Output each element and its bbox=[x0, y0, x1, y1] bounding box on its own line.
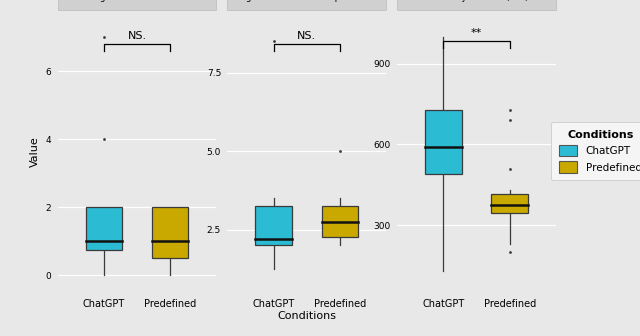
Bar bbox=[322, 206, 358, 238]
FancyBboxPatch shape bbox=[227, 0, 387, 10]
Bar bbox=[255, 206, 292, 245]
Legend: ChatGPT, Predefined: ChatGPT, Predefined bbox=[552, 122, 640, 180]
Text: **: ** bbox=[471, 28, 482, 38]
Text: Curling Stone Hits in Level 1: Curling Stone Hits in Level 1 bbox=[72, 0, 202, 2]
FancyBboxPatch shape bbox=[58, 0, 216, 10]
FancyBboxPatch shape bbox=[397, 0, 556, 10]
Text: NS.: NS. bbox=[127, 31, 147, 41]
Text: Total Played Time (sec): Total Played Time (sec) bbox=[424, 0, 529, 2]
Bar bbox=[492, 194, 528, 213]
Text: NS.: NS. bbox=[297, 31, 316, 41]
Bar bbox=[152, 207, 188, 258]
Bar bbox=[86, 207, 122, 250]
Text: Curling Stone Shot Attempts in Level 1: Curling Stone Shot Attempts in Level 1 bbox=[218, 0, 395, 2]
X-axis label: Conditions: Conditions bbox=[277, 311, 336, 321]
Bar bbox=[425, 110, 461, 174]
Y-axis label: Value: Value bbox=[30, 136, 40, 167]
